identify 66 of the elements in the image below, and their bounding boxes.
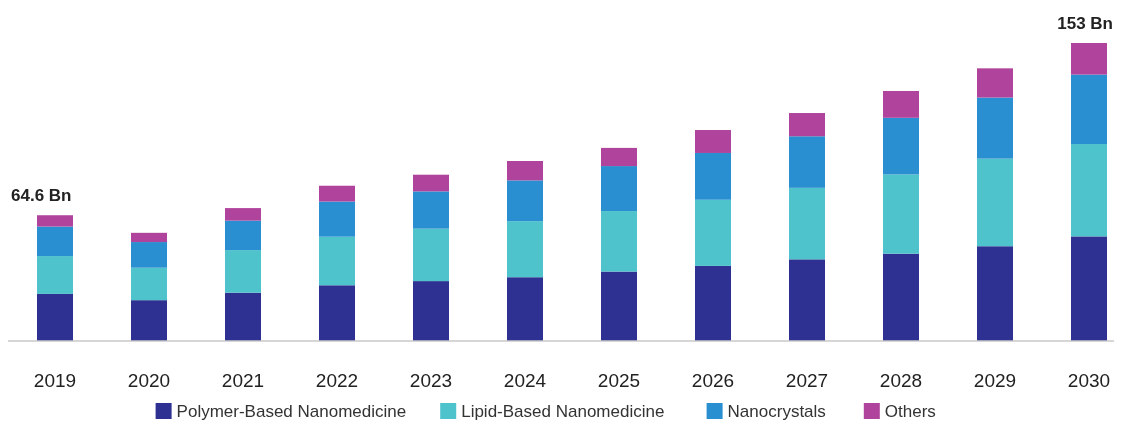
bar xyxy=(319,236,355,286)
bar xyxy=(413,191,449,229)
bar xyxy=(1071,236,1107,341)
bar xyxy=(977,246,1013,341)
bar xyxy=(1071,74,1107,145)
bar xyxy=(131,300,167,341)
bar xyxy=(507,161,543,181)
x-tick-label: 2029 xyxy=(973,370,1017,391)
x-tick-label: 2025 xyxy=(597,370,641,391)
x-tick-label: 2030 xyxy=(1067,370,1111,391)
bar xyxy=(695,199,731,266)
bar xyxy=(131,232,167,243)
bar xyxy=(225,250,261,293)
legend-label: Polymer-Based Nanomedicine xyxy=(176,401,407,421)
annotation: 153 Bn xyxy=(1057,14,1113,33)
x-tick-label: 2023 xyxy=(409,370,453,391)
bar xyxy=(977,68,1013,98)
bar xyxy=(225,208,261,221)
bar xyxy=(601,271,637,341)
bar xyxy=(1071,43,1107,75)
x-tick-label: 2022 xyxy=(315,370,359,391)
bar xyxy=(977,158,1013,247)
bar xyxy=(789,187,825,260)
bar xyxy=(507,180,543,222)
bar xyxy=(883,117,919,175)
bar xyxy=(883,253,919,341)
x-tick-label: 2026 xyxy=(691,370,735,391)
x-tick-label: 2027 xyxy=(785,370,829,391)
bar xyxy=(319,285,355,341)
legend-label: Others xyxy=(884,401,936,421)
bar xyxy=(413,281,449,341)
bar xyxy=(601,211,637,272)
bar xyxy=(37,293,73,341)
bar xyxy=(131,242,167,268)
bar xyxy=(131,267,167,301)
bar xyxy=(789,113,825,137)
bar xyxy=(883,90,919,118)
bar xyxy=(37,215,73,227)
bar xyxy=(413,228,449,282)
bar xyxy=(37,226,73,257)
bar xyxy=(319,201,355,237)
legend-label: Lipid-Based Nanomedicine xyxy=(461,401,665,421)
legend-label: Nanocrystals xyxy=(727,401,826,421)
bar xyxy=(695,130,731,153)
bar xyxy=(789,259,825,341)
annotation: 64.6 Bn xyxy=(11,186,72,206)
x-tick-label: 2021 xyxy=(221,370,265,391)
x-tick-label: 2020 xyxy=(127,370,171,391)
bar xyxy=(789,136,825,188)
bar xyxy=(507,221,543,278)
bar xyxy=(37,256,73,294)
x-tick-label: 2024 xyxy=(503,370,547,391)
bar xyxy=(413,174,449,192)
bar xyxy=(1071,144,1107,237)
bar xyxy=(225,220,261,251)
bar xyxy=(601,147,637,167)
bar xyxy=(507,277,543,341)
bar xyxy=(883,174,919,254)
bar xyxy=(695,152,731,200)
bar xyxy=(225,292,261,341)
bar xyxy=(601,166,637,212)
bar xyxy=(695,265,731,341)
x-tick-label: 2028 xyxy=(879,370,923,391)
bar xyxy=(319,185,355,202)
x-tick-label: 2019 xyxy=(33,370,77,391)
bar xyxy=(977,97,1013,159)
